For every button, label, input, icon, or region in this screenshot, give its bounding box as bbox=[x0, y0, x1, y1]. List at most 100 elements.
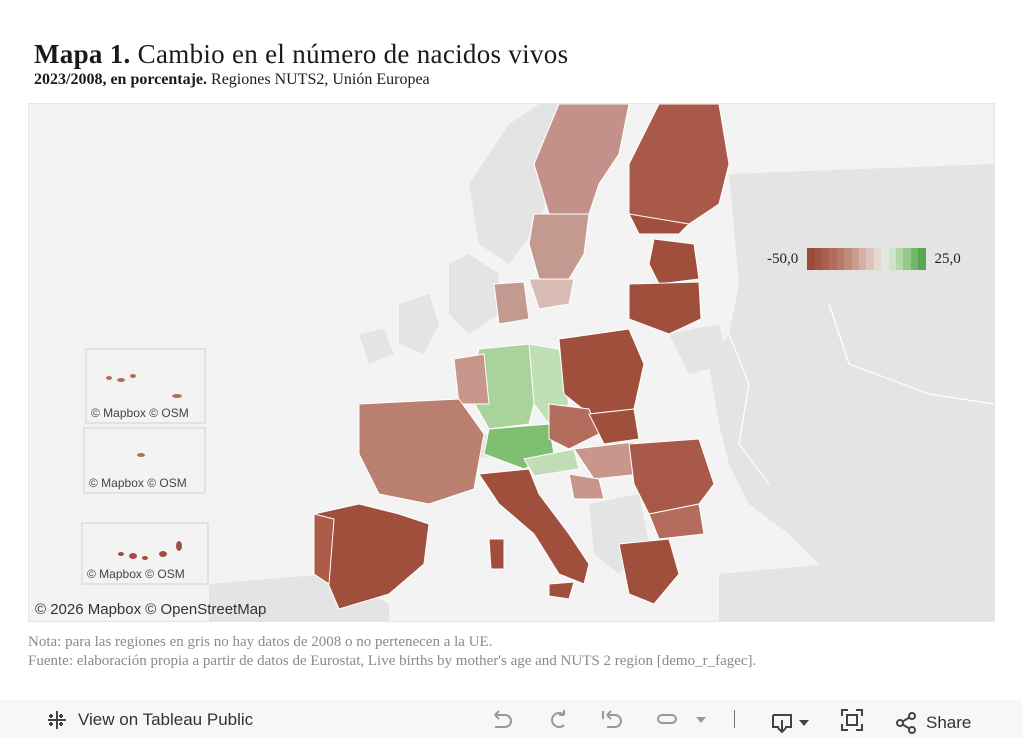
balkan-regions bbox=[568, 438, 715, 605]
legend-color-ramp bbox=[807, 248, 926, 270]
redo-icon bbox=[551, 710, 565, 728]
region-fr bbox=[358, 398, 485, 505]
region-it-sardinia bbox=[488, 538, 505, 570]
revert-button[interactable] bbox=[598, 708, 626, 732]
legend-color-step bbox=[858, 248, 867, 270]
belarus-land bbox=[669, 324, 729, 374]
download-icon bbox=[772, 713, 792, 733]
toolbar-actions: Share bbox=[770, 708, 971, 737]
italy-regions bbox=[478, 468, 590, 600]
island-mark bbox=[106, 376, 112, 380]
ocean-gap bbox=[129, 104, 459, 404]
map-attribution[interactable]: © 2026 Mapbox © OpenStreetMap bbox=[35, 601, 267, 618]
borders bbox=[728, 303, 994, 485]
region-si-hr bbox=[568, 473, 605, 500]
legend-color-step bbox=[807, 248, 815, 270]
sweden-regions bbox=[528, 104, 630, 310]
view-label: View on Tableau Public bbox=[78, 710, 254, 729]
poland-regions bbox=[558, 328, 645, 415]
legend-color-step bbox=[881, 248, 889, 270]
island-mark bbox=[159, 551, 167, 557]
legend-color-step bbox=[873, 248, 882, 270]
island-mark bbox=[172, 394, 182, 398]
ireland-land bbox=[359, 329, 394, 364]
denmark-regions bbox=[493, 281, 530, 325]
region-pt bbox=[313, 513, 335, 585]
inset-attribution: © Mapbox © OSM bbox=[91, 406, 189, 420]
view-on-tableau-button[interactable]: View on Tableau Public bbox=[46, 709, 253, 731]
region-pl bbox=[558, 328, 645, 415]
region-se-north bbox=[533, 104, 630, 215]
region-fi-south bbox=[628, 213, 691, 235]
legend-color-step bbox=[829, 248, 837, 270]
tableau-toolbar: View on Tableau Public Share bbox=[0, 700, 1022, 738]
island-mark bbox=[176, 541, 182, 551]
page-subtitle: 2023/2008, en porcentaje. Regiones NUTS2… bbox=[34, 70, 568, 90]
region-se-mid bbox=[528, 213, 590, 280]
west-regions bbox=[358, 353, 490, 505]
non-eu-land bbox=[129, 104, 994, 621]
pause-button[interactable] bbox=[653, 708, 681, 732]
region-gr bbox=[618, 538, 680, 605]
baltic-regions bbox=[628, 238, 702, 335]
legend-color-step bbox=[844, 248, 852, 270]
legend-color-step bbox=[836, 248, 845, 270]
revert-icon bbox=[602, 710, 622, 728]
region-se-south bbox=[528, 278, 575, 310]
central-regions bbox=[523, 403, 642, 480]
region-it-sicily bbox=[548, 581, 575, 600]
inset-map-azores[interactable]: © Mapbox © OSM bbox=[85, 348, 206, 424]
map-view[interactable]: -50,0 25,0 © Mapbox © OSM © Mapbox © OSM… bbox=[28, 103, 995, 622]
legend-color-step bbox=[851, 248, 859, 270]
island-mark bbox=[117, 378, 125, 382]
region-bg bbox=[648, 503, 705, 540]
region-at bbox=[523, 448, 580, 477]
share-icon bbox=[896, 711, 916, 734]
chevron-down-icon bbox=[696, 717, 706, 723]
legend-color-step bbox=[910, 248, 919, 270]
legend-color-step bbox=[918, 248, 926, 270]
inset-attribution: © Mapbox © OSM bbox=[87, 567, 185, 581]
island-mark bbox=[130, 374, 136, 378]
uk-land-west bbox=[399, 294, 439, 354]
subtitle-rest: Regiones NUTS2, Unión Europea bbox=[211, 71, 430, 88]
region-nl-be bbox=[453, 353, 490, 405]
legend-color-step bbox=[866, 248, 874, 270]
title-block: Mapa 1. Cambio en el número de nacidos v… bbox=[34, 38, 568, 90]
redo-button[interactable] bbox=[543, 708, 571, 732]
legend-color-step bbox=[888, 248, 896, 270]
toolbar-separator bbox=[734, 710, 735, 728]
region-cz bbox=[548, 403, 600, 450]
share-button[interactable]: Share bbox=[894, 711, 971, 735]
inset-map-madeira[interactable]: © Mapbox © OSM bbox=[83, 427, 206, 494]
region-it bbox=[478, 468, 590, 585]
island-mark bbox=[137, 453, 145, 457]
footnotes: Nota: para las regiones en gris no hay d… bbox=[28, 633, 756, 671]
note-line: Nota: para las regiones en gris no hay d… bbox=[28, 634, 493, 650]
germany-regions bbox=[468, 343, 570, 470]
legend-color-step bbox=[903, 248, 911, 270]
inset-svg bbox=[137, 453, 145, 457]
map-svg bbox=[129, 104, 994, 621]
pause-dropdown[interactable] bbox=[687, 708, 715, 732]
undo-button[interactable] bbox=[488, 708, 516, 732]
legend-color-step bbox=[822, 248, 830, 270]
fullscreen-icon bbox=[841, 709, 863, 731]
region-sk bbox=[588, 408, 640, 445]
legend-color-step bbox=[895, 248, 904, 270]
inset-map-canarias[interactable]: © Mapbox © OSM bbox=[81, 522, 209, 585]
iberia-regions bbox=[313, 503, 430, 610]
toolbar-nav-group bbox=[488, 708, 742, 732]
chevron-down-icon bbox=[799, 719, 809, 726]
region-es bbox=[313, 503, 430, 610]
region-dk bbox=[493, 281, 530, 325]
fullscreen-button[interactable] bbox=[840, 708, 864, 737]
source-line: Fuente: elaboración propia a partir de d… bbox=[28, 653, 757, 669]
download-button[interactable] bbox=[770, 712, 810, 734]
legend-max-label: 25,0 bbox=[934, 250, 961, 267]
legend-color-step bbox=[814, 248, 823, 270]
island-mark bbox=[129, 553, 137, 559]
subtitle-bold: 2023/2008, en porcentaje. bbox=[34, 71, 208, 88]
title-rest: Cambio en el número de nacidos vivos bbox=[137, 39, 569, 69]
title-bold: Mapa 1. bbox=[34, 39, 131, 69]
